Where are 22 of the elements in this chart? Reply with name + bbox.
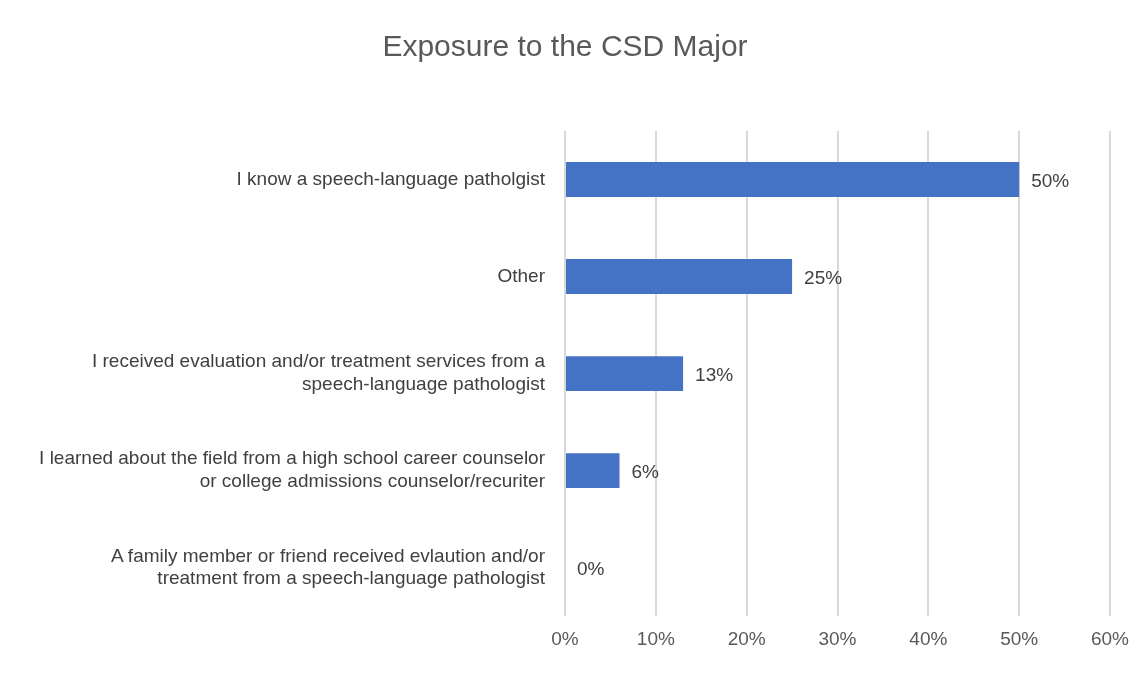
bar	[566, 162, 1020, 197]
bar	[566, 356, 684, 392]
bar	[566, 453, 620, 489]
data-label: 0%	[577, 557, 605, 579]
x-tick-label: 0%	[551, 627, 579, 649]
x-tick-label: 20%	[727, 627, 766, 649]
chart-title: Exposure to the CSD Major	[382, 29, 748, 63]
y-tick-label: I learned about the field from a high school career counselor or college admissions counselor/recuriter	[39, 447, 546, 492]
x-tick-label: 50%	[1000, 627, 1039, 649]
y-tick-label: I received evaluation and/or treatment services from a speech-language pathologist	[91, 350, 546, 395]
y-tick-label: Other	[497, 264, 546, 286]
data-label: 13%	[695, 363, 734, 385]
data-label: 6%	[631, 460, 660, 482]
x-tick-label: 60%	[1090, 627, 1130, 649]
bar	[566, 259, 793, 295]
x-tick-label: 10%	[636, 627, 675, 649]
x-tick-label: 40%	[909, 627, 948, 649]
data-label: 25%	[804, 266, 843, 288]
data-label: 50%	[1031, 169, 1070, 191]
x-tick-label: 30%	[818, 627, 857, 649]
y-tick-label: I know a speech-language patholgist	[236, 167, 546, 189]
y-tick-label: A family member or friend received evlaution and/or treatment from a speech-language pathologist	[110, 544, 546, 589]
